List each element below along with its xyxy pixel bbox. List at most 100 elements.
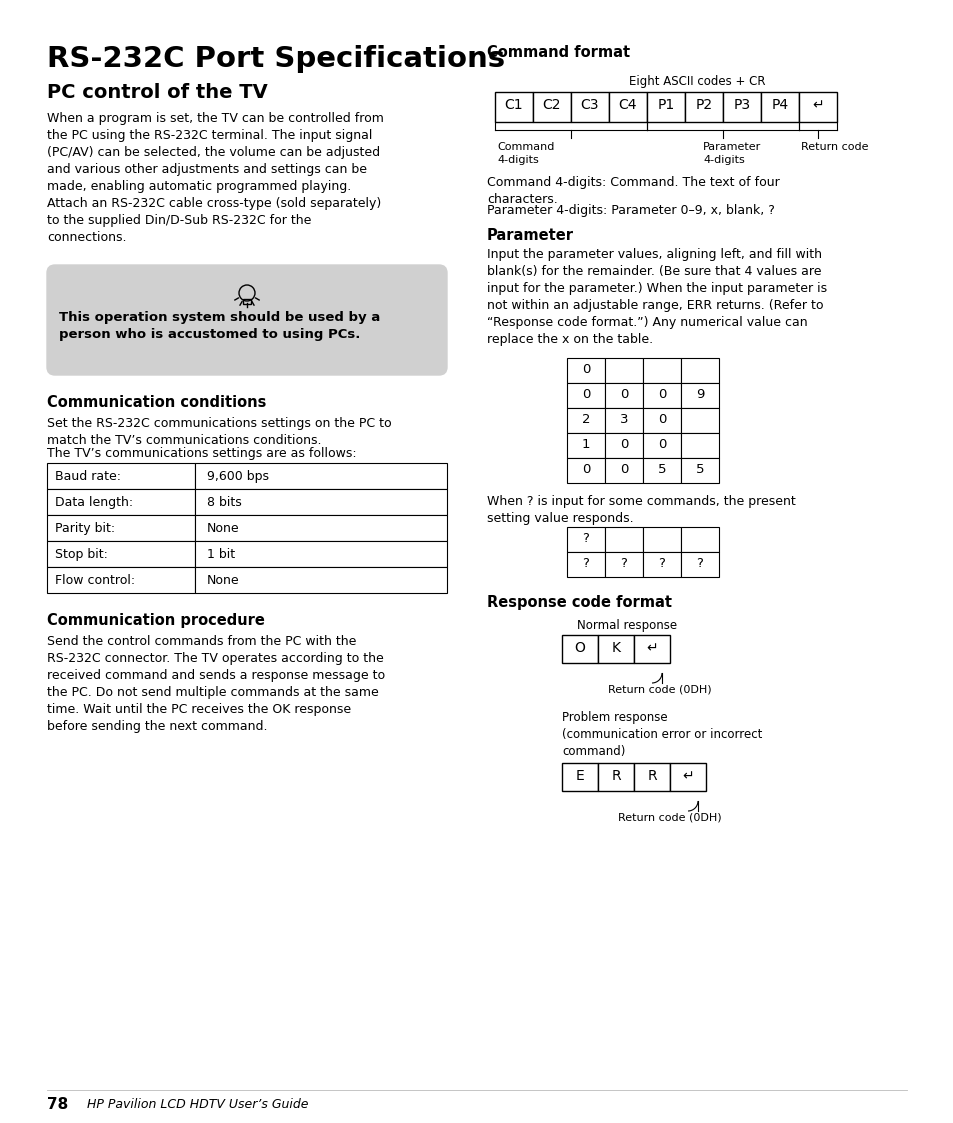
Text: Parameter: Parameter xyxy=(486,228,574,243)
Text: The TV’s communications settings are as follows:: The TV’s communications settings are as … xyxy=(47,447,356,460)
Bar xyxy=(634,763,669,791)
Text: Send the control commands from the PC with the
RS-232C connector. The TV operate: Send the control commands from the PC wi… xyxy=(47,634,385,733)
Text: Baud rate:: Baud rate: xyxy=(55,471,121,483)
Text: Set the RS-232C communications settings on the PC to
match the TV’s communicatio: Set the RS-232C communications settings … xyxy=(47,417,392,447)
Text: 0: 0 xyxy=(658,438,665,451)
Text: Input the parameter values, aligning left, and fill with
blank(s) for the remain: Input the parameter values, aligning lef… xyxy=(486,248,826,346)
Text: K: K xyxy=(611,641,619,655)
Bar xyxy=(680,458,719,483)
Bar xyxy=(604,433,642,458)
Text: R: R xyxy=(646,769,656,783)
Bar xyxy=(194,515,447,541)
Bar xyxy=(47,515,194,541)
Bar xyxy=(669,763,705,791)
Bar xyxy=(680,553,719,577)
Text: Command
4-digits: Command 4-digits xyxy=(497,141,554,165)
Text: None: None xyxy=(207,522,239,535)
Bar xyxy=(604,458,642,483)
Bar xyxy=(604,408,642,433)
Text: Return code: Return code xyxy=(801,141,867,152)
Bar xyxy=(194,541,447,567)
Text: P1: P1 xyxy=(657,98,674,112)
Text: P3: P3 xyxy=(733,98,750,112)
Bar xyxy=(533,92,571,122)
Text: Response code format: Response code format xyxy=(486,595,671,610)
Text: HP Pavilion LCD HDTV User’s Guide: HP Pavilion LCD HDTV User’s Guide xyxy=(87,1098,308,1111)
Text: 0: 0 xyxy=(658,389,665,401)
Bar xyxy=(566,408,604,433)
Text: C1: C1 xyxy=(504,98,523,112)
Text: Return code (0DH): Return code (0DH) xyxy=(618,813,720,823)
Text: This operation system should be used by a
person who is accustomed to using PCs.: This operation system should be used by … xyxy=(59,311,380,341)
Text: Communication procedure: Communication procedure xyxy=(47,613,265,628)
Text: Flow control:: Flow control: xyxy=(55,574,135,587)
Text: ?: ? xyxy=(582,557,589,570)
Bar xyxy=(566,433,604,458)
Bar xyxy=(642,383,680,408)
Text: E: E xyxy=(575,769,584,783)
Bar xyxy=(642,408,680,433)
Bar xyxy=(680,358,719,383)
Bar xyxy=(47,567,194,593)
Text: ?: ? xyxy=(619,557,627,570)
Text: Data length:: Data length: xyxy=(55,496,133,509)
Text: 0: 0 xyxy=(619,389,627,401)
Text: 5: 5 xyxy=(695,463,703,476)
Bar xyxy=(646,92,684,122)
Bar xyxy=(566,527,604,553)
Text: Parameter
4-digits: Parameter 4-digits xyxy=(702,141,760,165)
Text: 5: 5 xyxy=(657,463,665,476)
Text: Normal response: Normal response xyxy=(577,619,677,632)
Bar xyxy=(47,463,194,489)
Text: O: O xyxy=(574,641,585,655)
Bar xyxy=(604,553,642,577)
Text: 0: 0 xyxy=(581,363,590,376)
Text: 3: 3 xyxy=(619,413,628,426)
Text: Parameter 4-digits: Parameter 0–9, x, blank, ?: Parameter 4-digits: Parameter 0–9, x, bl… xyxy=(486,204,774,217)
Bar xyxy=(566,383,604,408)
Text: 0: 0 xyxy=(581,389,590,401)
Bar xyxy=(608,92,646,122)
Text: P2: P2 xyxy=(695,98,712,112)
Text: Communication conditions: Communication conditions xyxy=(47,395,266,410)
Bar xyxy=(194,567,447,593)
Bar xyxy=(47,489,194,515)
Text: 1 bit: 1 bit xyxy=(207,548,234,562)
Bar xyxy=(799,92,836,122)
Bar xyxy=(495,92,533,122)
Text: RS-232C Port Specifications: RS-232C Port Specifications xyxy=(47,45,504,73)
Text: 8 bits: 8 bits xyxy=(207,496,241,509)
Text: Stop bit:: Stop bit: xyxy=(55,548,108,562)
Bar xyxy=(571,92,608,122)
Bar xyxy=(680,408,719,433)
Bar xyxy=(561,634,598,663)
Bar xyxy=(566,358,604,383)
Bar xyxy=(722,92,760,122)
Bar xyxy=(561,763,598,791)
Text: PC control of the TV: PC control of the TV xyxy=(47,83,268,102)
Text: Parity bit:: Parity bit: xyxy=(55,522,115,535)
Text: 0: 0 xyxy=(619,438,627,451)
Bar xyxy=(684,92,722,122)
Text: ?: ? xyxy=(658,557,665,570)
Text: Problem response
(communication error or incorrect
command): Problem response (communication error or… xyxy=(561,711,761,758)
Text: None: None xyxy=(207,574,239,587)
Text: P4: P4 xyxy=(771,98,788,112)
Text: ↵: ↵ xyxy=(681,769,693,783)
Text: C4: C4 xyxy=(618,98,637,112)
Text: When a program is set, the TV can be controlled from
the PC using the RS-232C te: When a program is set, the TV can be con… xyxy=(47,112,383,244)
Text: Return code (0DH): Return code (0DH) xyxy=(607,685,711,695)
Bar xyxy=(604,383,642,408)
Bar xyxy=(598,763,634,791)
Text: Command format: Command format xyxy=(486,45,630,60)
Text: 0: 0 xyxy=(581,463,590,476)
Text: R: R xyxy=(611,769,620,783)
Bar xyxy=(642,527,680,553)
Bar xyxy=(642,358,680,383)
Bar xyxy=(680,383,719,408)
Text: 9,600 bps: 9,600 bps xyxy=(207,471,269,483)
Text: 2: 2 xyxy=(581,413,590,426)
Bar xyxy=(642,433,680,458)
Text: ↵: ↵ xyxy=(811,98,823,112)
Text: 0: 0 xyxy=(619,463,627,476)
